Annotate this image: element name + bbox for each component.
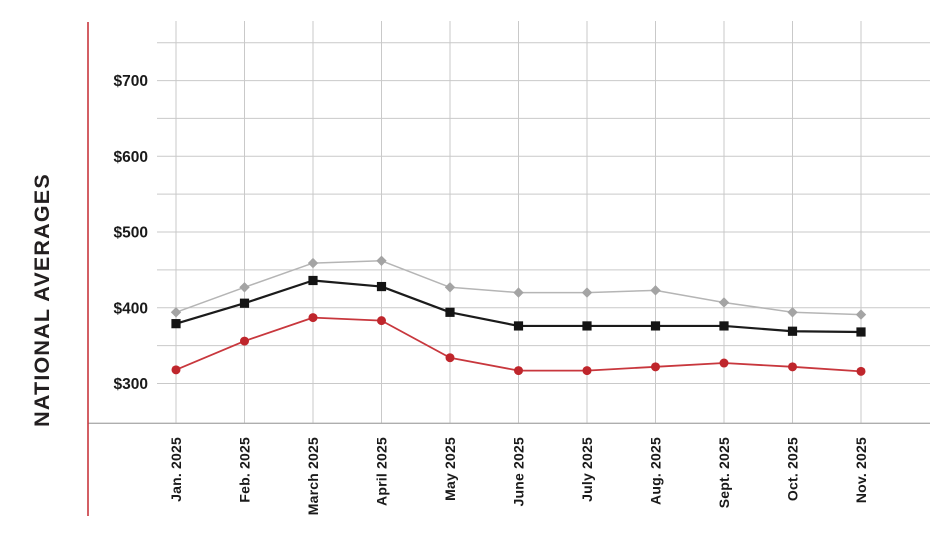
- marker-gray-diamond-10: [787, 307, 798, 318]
- y-tick-label: $300: [114, 376, 148, 393]
- marker-black-square-11: [856, 327, 866, 337]
- marker-gray-diamond-4: [376, 255, 387, 267]
- marker-red-circle-11: [856, 366, 866, 376]
- marker-red-circle-4: [377, 316, 386, 326]
- marker-red-circle-5: [445, 353, 455, 363]
- marker-black-square-9: [719, 321, 729, 331]
- marker-black-square-10: [787, 326, 798, 336]
- marker-gray-diamond-11: [855, 309, 867, 320]
- x-tick-label: April 2025: [374, 437, 390, 506]
- marker-red-circle-9: [719, 358, 729, 368]
- series-layer: [170, 255, 867, 376]
- marker-black-square-3: [308, 275, 318, 286]
- marker-red-circle-10: [788, 362, 797, 372]
- y-tick-label: $500: [114, 225, 148, 242]
- y-tick-label: $600: [114, 149, 148, 166]
- x-tick-label: Aug. 2025: [648, 437, 664, 505]
- marker-red-circle-7: [582, 366, 592, 376]
- marker-black-square-6: [513, 321, 524, 331]
- x-tick-label: Nov. 2025: [853, 437, 869, 503]
- chart-title: NATIONAL AVERAGES: [30, 173, 54, 427]
- marker-red-circle-8: [651, 362, 660, 372]
- axis-layer: [87, 22, 930, 516]
- marker-black-square-2: [239, 298, 250, 308]
- marker-black-square-5: [445, 307, 455, 317]
- x-tick-label: Sept. 2025: [716, 437, 732, 508]
- marker-gray-diamond-6: [513, 287, 524, 298]
- marker-gray-diamond-7: [581, 287, 593, 298]
- marker-black-square-7: [582, 321, 592, 331]
- marker-gray-diamond-3: [307, 257, 319, 269]
- marker-gray-diamond-9: [718, 297, 730, 308]
- marker-red-circle-3: [308, 313, 318, 323]
- x-tick-label: Jan. 2025: [168, 437, 184, 502]
- x-tick-label: March 2025: [305, 437, 321, 515]
- y-tick-label: $700: [114, 73, 148, 90]
- marker-black-square-4: [376, 281, 387, 292]
- x-tick-label: June 2025: [511, 437, 527, 507]
- y-tick-label: $400: [114, 300, 148, 317]
- label-layer: $700 $600 $500 $400 $300 Jan. 2025 Feb. 2025 Ma…: [114, 73, 869, 515]
- x-tick-label: July 2025: [579, 437, 595, 502]
- marker-black-square-1: [171, 319, 181, 329]
- marker-red-circle-1: [171, 365, 181, 375]
- x-tick-label: Feb. 2025: [237, 437, 253, 503]
- marker-gray-diamond-2: [239, 282, 250, 293]
- marker-gray-diamond-5: [444, 282, 456, 293]
- marker-black-square-8: [650, 321, 661, 331]
- grid-layer: [157, 21, 930, 424]
- marker-gray-diamond-8: [650, 285, 661, 296]
- x-tick-label: Oct. 2025: [785, 437, 801, 501]
- marker-red-circle-2: [240, 336, 249, 346]
- x-tick-label: May 2025: [442, 437, 458, 501]
- marker-red-circle-6: [514, 366, 523, 376]
- marker-gray-diamond-1: [170, 307, 182, 318]
